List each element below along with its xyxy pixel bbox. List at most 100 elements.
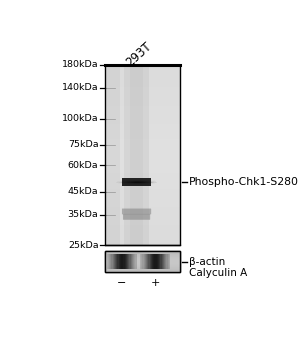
Bar xyxy=(105,264,180,265)
Bar xyxy=(105,232,180,234)
Bar xyxy=(105,218,180,220)
Bar xyxy=(105,191,180,194)
Bar xyxy=(105,164,180,167)
Bar xyxy=(105,196,180,198)
Bar xyxy=(105,270,180,271)
Bar xyxy=(105,262,180,263)
Bar xyxy=(140,254,141,270)
Bar xyxy=(105,97,180,99)
Bar xyxy=(105,200,180,203)
Bar xyxy=(105,251,180,272)
Bar xyxy=(105,265,180,266)
Bar xyxy=(105,99,180,101)
Bar xyxy=(122,254,123,270)
Bar xyxy=(105,72,180,74)
Bar xyxy=(105,160,180,162)
Text: 35kDa: 35kDa xyxy=(68,210,98,219)
Bar xyxy=(153,254,154,270)
Bar xyxy=(105,151,180,153)
Bar xyxy=(105,158,180,160)
Bar xyxy=(105,260,180,261)
Bar xyxy=(105,135,180,137)
Bar xyxy=(129,254,131,270)
FancyBboxPatch shape xyxy=(122,209,151,214)
Bar xyxy=(105,110,180,112)
Bar xyxy=(105,205,180,207)
Bar xyxy=(105,128,180,130)
Bar xyxy=(105,252,180,253)
Bar xyxy=(105,243,180,245)
Text: +: + xyxy=(150,278,160,288)
Bar xyxy=(168,254,169,270)
Bar xyxy=(105,258,180,259)
Bar xyxy=(105,189,180,191)
Bar xyxy=(105,203,180,205)
Bar xyxy=(160,254,162,270)
Bar xyxy=(121,254,122,270)
Bar xyxy=(150,254,151,270)
Text: 180kDa: 180kDa xyxy=(62,61,98,69)
Bar xyxy=(105,153,180,155)
Bar xyxy=(105,180,180,182)
Bar xyxy=(165,254,167,270)
Text: 25kDa: 25kDa xyxy=(68,241,98,250)
Bar xyxy=(156,254,157,270)
Bar xyxy=(125,254,126,270)
Bar xyxy=(105,178,180,180)
Bar xyxy=(108,254,109,270)
Bar xyxy=(105,92,180,94)
Bar xyxy=(105,106,180,108)
Bar xyxy=(105,144,180,146)
Bar xyxy=(105,169,180,171)
Bar xyxy=(105,126,180,128)
Bar xyxy=(105,214,180,216)
Bar xyxy=(105,88,180,90)
Bar xyxy=(105,69,180,72)
Bar xyxy=(122,178,151,186)
Bar xyxy=(117,254,119,270)
Bar xyxy=(105,207,180,209)
Bar xyxy=(131,254,132,270)
Bar xyxy=(107,65,120,245)
Bar xyxy=(105,81,180,83)
Text: 140kDa: 140kDa xyxy=(62,83,98,92)
Text: 100kDa: 100kDa xyxy=(62,114,98,123)
Bar xyxy=(124,65,149,245)
Bar xyxy=(105,124,180,126)
Bar xyxy=(114,254,115,270)
Bar xyxy=(105,257,180,258)
Bar xyxy=(105,237,180,239)
Bar xyxy=(105,103,180,106)
Bar xyxy=(105,256,180,257)
Bar xyxy=(105,184,180,187)
Bar xyxy=(105,239,180,241)
Bar xyxy=(133,254,134,270)
Bar xyxy=(105,112,180,114)
Bar xyxy=(105,175,180,178)
Bar xyxy=(105,114,180,117)
Bar xyxy=(119,254,120,270)
Bar xyxy=(105,83,180,85)
Bar xyxy=(105,254,180,255)
Bar xyxy=(159,254,160,270)
Bar xyxy=(144,254,145,270)
Bar xyxy=(116,254,117,270)
Bar xyxy=(105,251,180,272)
Bar xyxy=(145,254,146,270)
Bar xyxy=(169,254,170,270)
Bar xyxy=(105,266,180,267)
Bar xyxy=(167,254,168,270)
Bar xyxy=(105,261,180,262)
Bar xyxy=(147,254,148,270)
Bar xyxy=(105,269,180,270)
Text: 75kDa: 75kDa xyxy=(68,140,98,149)
Bar xyxy=(105,271,180,272)
Bar xyxy=(132,254,133,270)
Bar xyxy=(127,254,128,270)
Bar xyxy=(105,133,180,135)
Bar xyxy=(164,254,165,270)
Bar xyxy=(151,254,152,270)
Bar xyxy=(105,90,180,92)
Bar xyxy=(105,65,180,245)
Bar xyxy=(152,254,153,270)
